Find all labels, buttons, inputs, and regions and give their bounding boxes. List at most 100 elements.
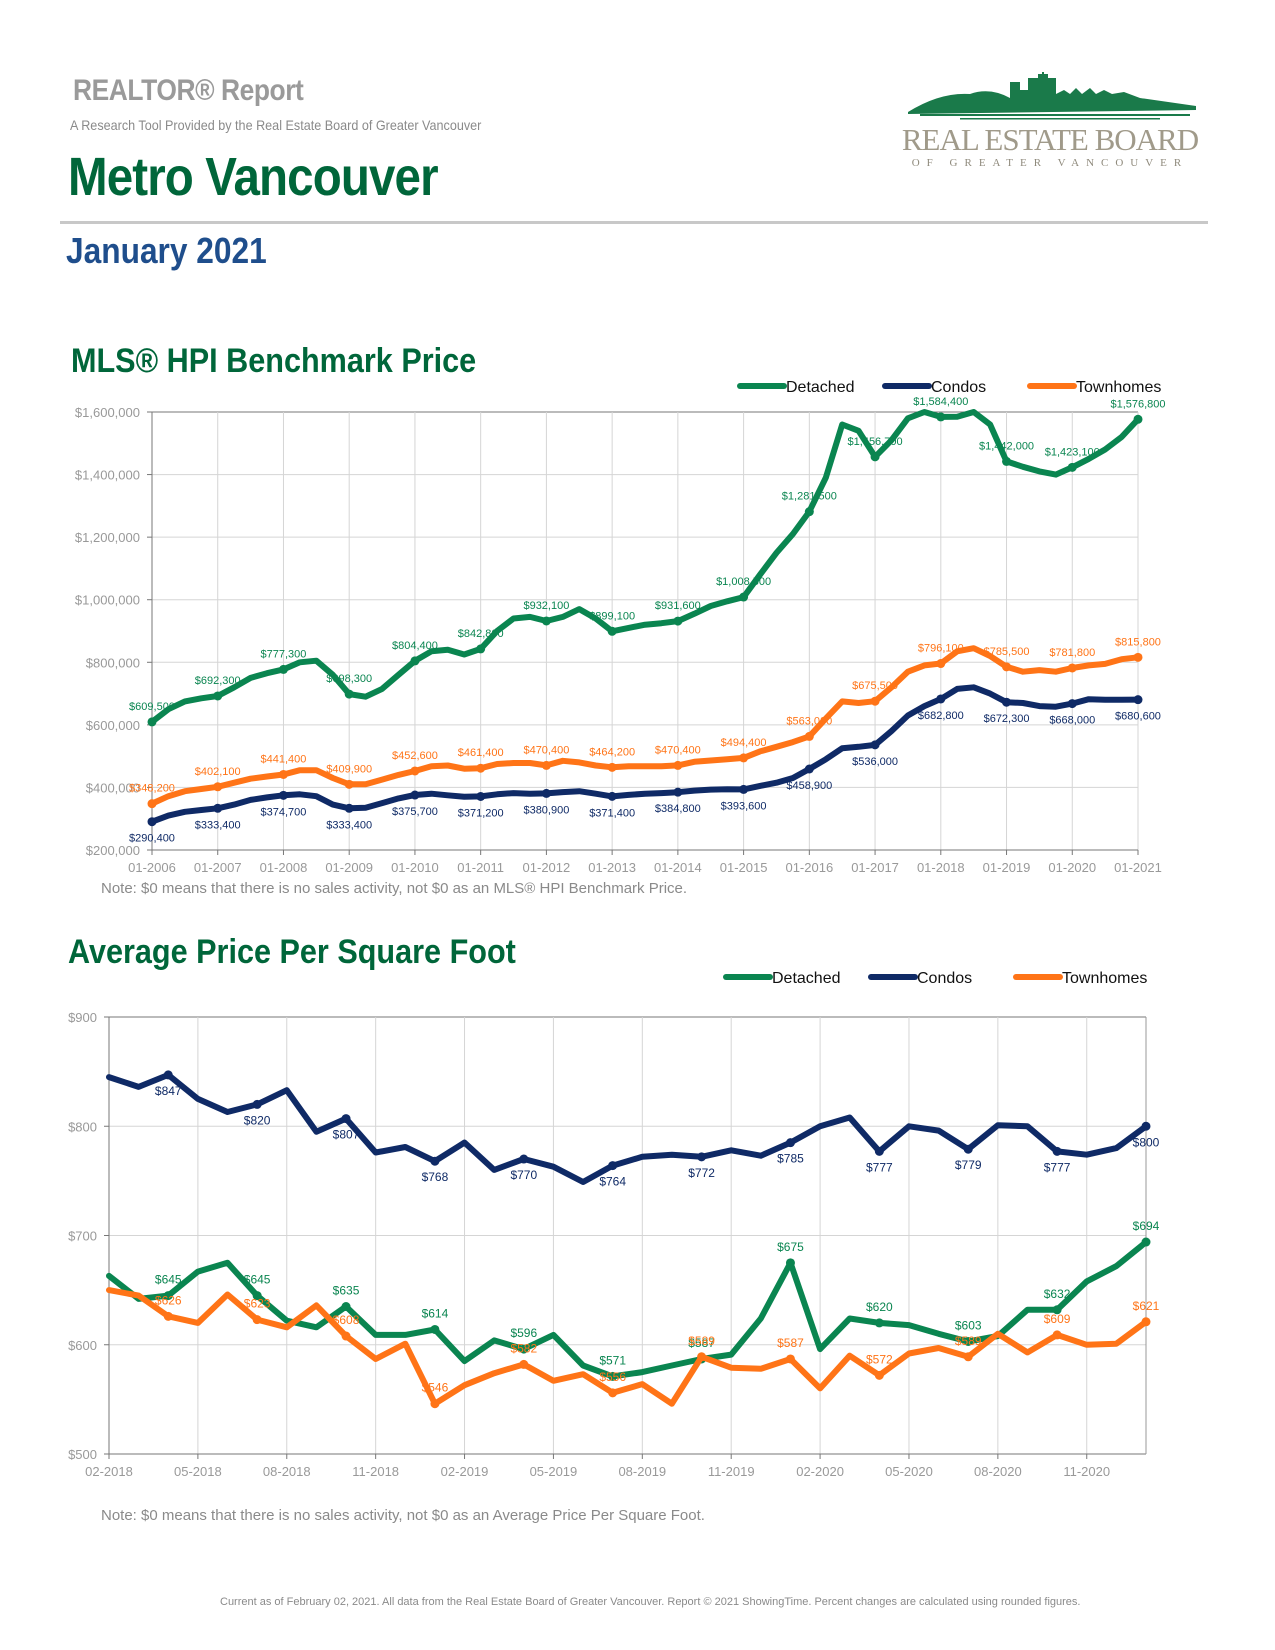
legend-label-detached: Detached [786, 379, 855, 396]
x-tick-label: 01-2012 [523, 860, 571, 875]
legend-label-townhomes: Townhomes [1062, 970, 1147, 987]
x-tick-label: 01-2010 [391, 860, 439, 875]
data-point [252, 1315, 262, 1325]
data-point [804, 507, 814, 517]
data-label: $779 [955, 1158, 982, 1172]
data-point [1002, 456, 1012, 466]
data-label: $632 [1044, 1287, 1071, 1301]
series-line-detached [149, 409, 1141, 725]
data-point [430, 1324, 440, 1334]
y-tick-label: $1,400,000 [75, 468, 140, 483]
data-point [476, 644, 486, 654]
data-label: $807 [333, 1128, 360, 1142]
data-label: $781,800 [1049, 647, 1095, 659]
x-tick-label: 01-2009 [325, 860, 373, 875]
data-label: $899,100 [589, 610, 635, 622]
data-point [936, 694, 946, 704]
data-point [344, 779, 354, 789]
data-label: $452,600 [392, 750, 438, 762]
data-point [341, 1114, 351, 1124]
data-point [410, 656, 420, 666]
data-point [341, 1331, 351, 1341]
data-label: $842,800 [458, 628, 504, 640]
data-point [213, 782, 223, 792]
y-tick-label: $600,000 [86, 718, 140, 733]
logo-sub-text: OF GREATER VANCOUVER [911, 157, 1189, 169]
hpi-note: Note: $0 means that there is no sales ac… [101, 880, 688, 897]
data-label: $603 [955, 1318, 982, 1332]
y-tick-label: $500 [68, 1447, 97, 1462]
data-point [963, 1352, 973, 1362]
data-point [344, 689, 354, 699]
data-label: $675 [777, 1240, 804, 1254]
x-tick-label: 11-2020 [1063, 1464, 1110, 1479]
data-point [1067, 699, 1077, 709]
data-point [870, 696, 880, 706]
data-point [541, 760, 551, 770]
data-point [1133, 695, 1143, 705]
legend-label-condos: Condos [931, 379, 986, 396]
x-tick-label: 08-2018 [263, 1464, 311, 1479]
data-label: $1,281,500 [782, 491, 837, 503]
data-point [344, 803, 354, 813]
data-label: $785 [777, 1152, 804, 1166]
report-subtitle: A Research Tool Provided by the Real Est… [70, 117, 482, 133]
x-tick-label: 01-2007 [194, 860, 242, 875]
data-point [1052, 1305, 1062, 1315]
data-label: $402,100 [195, 766, 241, 778]
data-point [163, 1311, 173, 1321]
y-tick-label: $800,000 [86, 655, 140, 670]
data-label: $589 [688, 1334, 715, 1348]
data-point [278, 790, 288, 800]
series-line-condos [149, 684, 1141, 825]
data-label: $375,700 [392, 806, 438, 818]
data-label: $931,600 [655, 600, 701, 612]
data-label: $608 [333, 1313, 360, 1327]
data-point [1133, 414, 1143, 424]
data-label: $1,456,700 [848, 436, 903, 448]
region-title: Metro Vancouver [68, 147, 439, 207]
data-point [213, 691, 223, 701]
ppsf-note: Note: $0 means that there is no sales ac… [101, 1507, 705, 1524]
data-point [1141, 1237, 1151, 1247]
data-label: $777 [1044, 1160, 1071, 1174]
data-point [147, 817, 157, 827]
data-point [1052, 1330, 1062, 1340]
data-label: $777,300 [261, 648, 307, 660]
data-point [1141, 1121, 1151, 1131]
data-label: $609 [1044, 1312, 1071, 1326]
x-tick-label: 08-2019 [618, 1464, 666, 1479]
ppsf-chart-title: Average Price Per Square Foot [68, 933, 516, 971]
data-point [673, 760, 683, 770]
data-label: $675,500 [852, 680, 898, 692]
data-label: $626 [155, 1293, 182, 1307]
data-point [673, 787, 683, 797]
data-label: $800 [1133, 1135, 1160, 1149]
y-tick-label: $1,600,000 [75, 405, 140, 420]
data-label: $682,800 [918, 710, 964, 722]
data-point [1133, 652, 1143, 662]
x-tick-label: 01-2013 [588, 860, 636, 875]
data-label: $768 [422, 1170, 449, 1184]
legend-label-detached: Detached [772, 970, 841, 987]
data-label: $672,300 [984, 713, 1030, 725]
y-tick-label: $400,000 [86, 780, 140, 795]
x-tick-label: 11-2018 [352, 1464, 399, 1479]
data-point [1067, 663, 1077, 673]
data-label: $587 [777, 1336, 804, 1350]
data-label: $374,700 [261, 806, 307, 818]
hpi-chart-title: MLS® HPI Benchmark Price [71, 342, 477, 380]
y-tick-label: $1,200,000 [75, 530, 140, 545]
data-point [1002, 662, 1012, 672]
x-tick-label: 05-2020 [885, 1464, 933, 1479]
data-point [608, 1161, 618, 1171]
data-point [804, 731, 814, 741]
data-point [476, 791, 486, 801]
data-point [739, 592, 749, 602]
data-label: $1,008,500 [716, 576, 771, 588]
data-label: $556 [599, 1370, 626, 1384]
x-tick-label: 02-2018 [85, 1464, 133, 1479]
y-tick-label: $600 [68, 1338, 97, 1353]
hpi-chart: $200,000 $400,000 $600,000 $800,000 $1,000,0… [75, 379, 1166, 875]
data-label: $785,500 [984, 646, 1030, 658]
